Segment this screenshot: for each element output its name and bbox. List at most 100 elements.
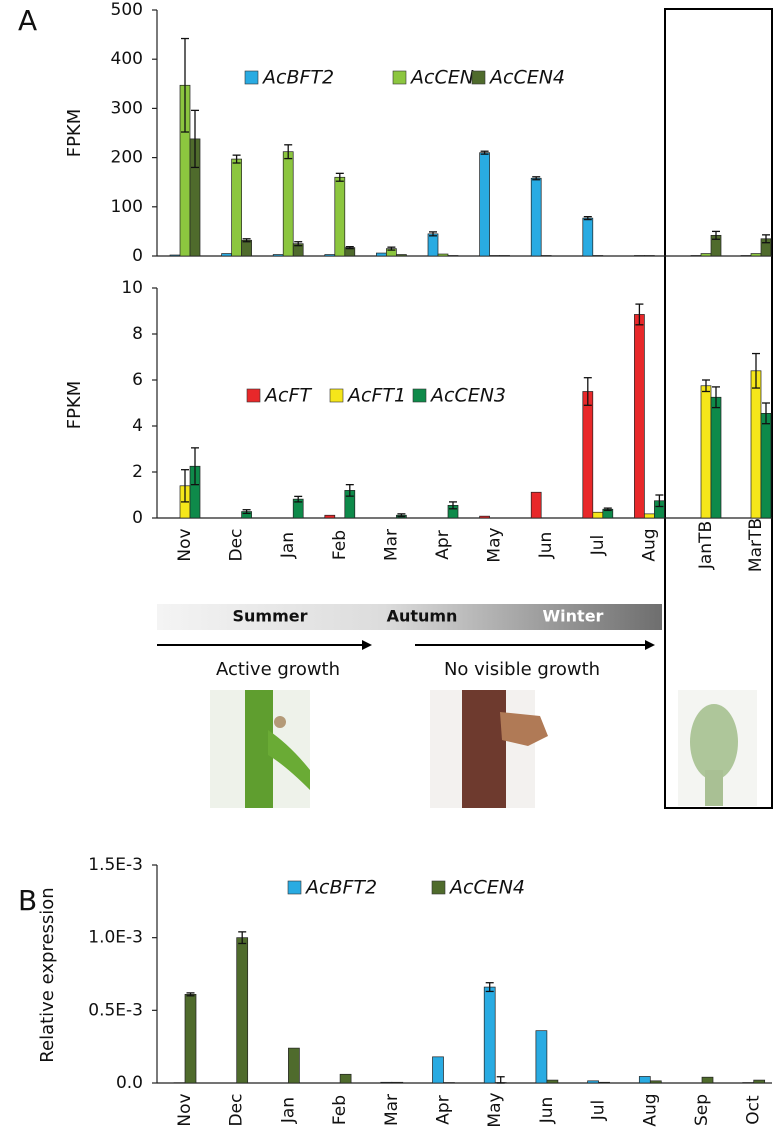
x-tick-label: Apr	[434, 1095, 454, 1124]
bar	[231, 158, 242, 257]
bar	[700, 253, 712, 257]
bar	[483, 986, 496, 1084]
season-label: Autumn	[387, 607, 458, 626]
x-tick-label: Nov	[175, 528, 195, 561]
error-bar	[485, 982, 494, 993]
bar	[638, 1076, 651, 1084]
y-tick-label: 2	[132, 462, 143, 482]
x-tick-label: Jan	[278, 532, 298, 559]
bar	[760, 413, 772, 519]
x-tick-label: Apr	[433, 530, 453, 559]
y-tick-label: 6	[132, 370, 143, 390]
error-bar	[232, 154, 241, 164]
legend-label: AcCEN	[409, 67, 474, 89]
bar	[376, 252, 387, 257]
x-tick-label: Aug	[639, 528, 659, 561]
bar	[437, 253, 449, 257]
bar	[634, 314, 645, 519]
y-axis-label: Relative expression	[37, 887, 58, 1062]
photo-bud	[678, 690, 757, 806]
legend-label: AcBFT2	[304, 877, 377, 899]
legend-label: AcCEN4	[448, 877, 525, 899]
x-tick-label: Sep	[692, 1094, 712, 1126]
error-bar	[603, 507, 612, 512]
panel-label: A	[18, 4, 37, 37]
error-bar	[583, 377, 592, 406]
y-tick-label: 400	[111, 49, 143, 69]
legend-label: AcFT1	[346, 385, 406, 407]
bar	[288, 1047, 300, 1084]
y-axis-label: FPKM	[64, 381, 85, 430]
legend-swatch	[471, 70, 486, 85]
season-band	[157, 604, 662, 630]
growth-label: Active growth	[216, 659, 340, 680]
bar	[282, 151, 294, 257]
error-bar	[191, 447, 199, 486]
bar	[530, 491, 542, 519]
growth-label: No visible growth	[444, 659, 600, 680]
legend-label: AcFT	[263, 385, 312, 407]
y-tick-label: 0	[132, 508, 143, 528]
error-bar	[762, 402, 770, 425]
arrow-head	[362, 640, 372, 650]
x-tick-label: Mar	[381, 529, 401, 561]
bar	[380, 1081, 393, 1084]
error-bar	[242, 238, 251, 243]
bar	[272, 254, 284, 257]
error-bar	[186, 992, 195, 997]
error-bar	[752, 352, 760, 389]
photo-winter	[430, 690, 548, 808]
legend-swatch	[246, 388, 261, 403]
legend-swatch	[329, 388, 344, 403]
x-tick-label: MarTB	[746, 518, 766, 572]
x-tick-label: Jan	[278, 1097, 298, 1124]
bar	[753, 1079, 766, 1084]
bar	[169, 254, 181, 257]
y-axis-label: FPKM	[64, 109, 85, 158]
tb-box	[664, 8, 773, 809]
bar	[710, 396, 722, 519]
error-bar	[762, 234, 770, 244]
legend-swatch	[287, 880, 302, 895]
error-bar	[712, 386, 720, 409]
y-tick-label: 100	[111, 197, 143, 217]
legend-label: AcCEN3	[429, 385, 506, 407]
bar	[334, 176, 346, 257]
x-tick-label: May	[485, 1092, 505, 1127]
error-bar	[449, 501, 457, 510]
bar	[587, 1080, 599, 1084]
error-bar	[181, 37, 189, 133]
bar	[324, 254, 336, 257]
season-label: Summer	[233, 607, 308, 626]
error-bar	[238, 931, 247, 945]
error-bar	[655, 494, 664, 508]
y-tick-label: 1.0E-3	[88, 928, 143, 948]
x-tick-label: Feb	[330, 1095, 350, 1125]
x-tick-label: Nov	[175, 1093, 195, 1126]
error-bar	[635, 303, 644, 326]
bar	[241, 239, 252, 257]
error-bar	[335, 172, 344, 182]
x-tick-label: Aug	[640, 1093, 660, 1126]
bar	[582, 217, 594, 257]
error-bar	[480, 150, 489, 155]
y-tick-label: 1.5E-3	[88, 855, 143, 875]
bar	[479, 515, 490, 519]
y-tick-label: 8	[132, 324, 143, 344]
error-bar	[387, 246, 396, 251]
y-tick-label: 0	[132, 246, 143, 266]
x-tick-label: Mar	[382, 1094, 402, 1126]
bar	[391, 1081, 404, 1084]
x-tick-label: Jul	[588, 535, 608, 557]
error-bar	[583, 215, 592, 221]
bar	[324, 514, 336, 519]
legend-swatch	[244, 70, 259, 85]
bar	[479, 152, 490, 257]
error-bar	[345, 246, 354, 250]
y-tick-label: 0.5E-3	[88, 1000, 143, 1020]
legend-swatch	[412, 388, 427, 403]
bar	[582, 391, 594, 519]
bar	[598, 1081, 610, 1084]
error-bar	[496, 1076, 505, 1084]
error-bar	[294, 241, 303, 247]
